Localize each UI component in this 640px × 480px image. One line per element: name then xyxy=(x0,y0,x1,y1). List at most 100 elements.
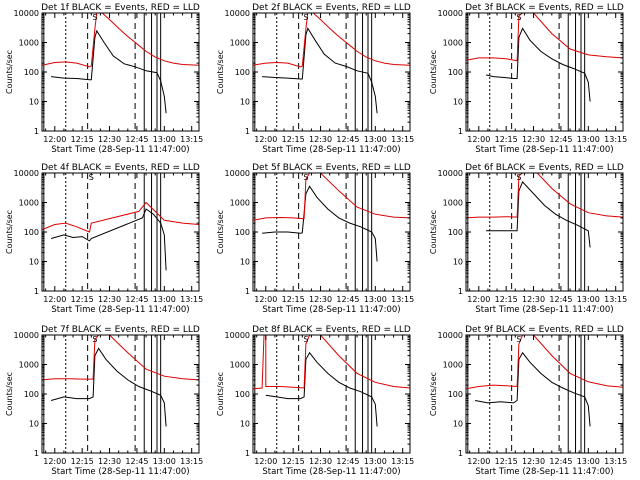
marker-label: S xyxy=(92,13,97,22)
y-axis-label: Counts/sec xyxy=(429,372,438,416)
x-tick-label: 13:15 xyxy=(180,295,203,304)
x-tick-label: 12:15 xyxy=(282,135,305,144)
x-tick-label: 12:00 xyxy=(254,295,277,304)
y-tick-label: 1 xyxy=(458,449,463,458)
marker-label: S xyxy=(303,13,308,22)
series-line-lld xyxy=(253,335,410,390)
x-tick-label: 13:00 xyxy=(577,457,600,466)
x-tick-label: 12:45 xyxy=(549,135,572,144)
panel-6: 1 10 100 1000 10000 12:00 12:15 12:30 12:45 13:00… xyxy=(429,163,627,315)
x-axis-label: Start Time (28-Sep-11 11:47:00) xyxy=(51,467,189,477)
y-tick-label: 10 xyxy=(29,420,39,429)
marker-label: S xyxy=(89,173,94,182)
x-tick-label: 12:30 xyxy=(522,295,545,304)
x-tick-label: 12:00 xyxy=(467,135,490,144)
x-tick-label: 12:00 xyxy=(467,457,490,466)
x-tick-label: 12:45 xyxy=(549,457,572,466)
x-tick-label: 12:15 xyxy=(282,295,305,304)
y-tick-label: 1000 xyxy=(19,361,39,370)
y-tick-label: 10000 xyxy=(225,9,250,18)
y-tick-label: 1000 xyxy=(443,199,463,208)
marker-label: S xyxy=(516,13,521,22)
y-tick-label: 10 xyxy=(29,258,39,267)
x-tick-label: 12:45 xyxy=(336,135,359,144)
panel-title: Det 9f BLACK = Events, RED = LLD xyxy=(465,325,624,335)
y-tick-label: 1 xyxy=(458,127,463,136)
y-tick-label: 1 xyxy=(245,287,250,296)
y-tick-label: 1000 xyxy=(230,199,250,208)
series-line-lld xyxy=(42,201,199,233)
series-line-events xyxy=(50,347,167,427)
x-tick-label: 12:30 xyxy=(309,457,332,466)
y-tick-label: 10 xyxy=(240,98,250,107)
y-tick-label: 10 xyxy=(453,420,463,429)
marker-label: S xyxy=(516,173,521,182)
series-line-lld xyxy=(253,13,410,68)
x-tick-label: 13:15 xyxy=(180,457,203,466)
panel-7: 1 10 100 1000 10000 12:00 12:15 12:30 12:45 13:00… xyxy=(5,325,203,477)
y-axis-label: Counts/sec xyxy=(5,210,14,254)
y-tick-label: 10 xyxy=(453,98,463,107)
y-tick-label: 100 xyxy=(448,228,463,237)
panel-title: Det 6f BLACK = Events, RED = LLD xyxy=(465,163,624,173)
series-line-events xyxy=(485,27,591,102)
panel-2: 1 10 100 1000 10000 12:00 12:15 12:30 12:45 13:00… xyxy=(216,3,414,155)
y-axis-label: Counts/sec xyxy=(5,372,14,416)
panel-title: Det 8f BLACK = Events, RED = LLD xyxy=(252,325,411,335)
series-line-lld xyxy=(253,173,410,221)
y-tick-label: 1 xyxy=(34,449,39,458)
x-tick-label: 13:15 xyxy=(604,135,627,144)
x-tick-label: 12:00 xyxy=(43,457,66,466)
x-axis-label: Start Time (28-Sep-11 11:47:00) xyxy=(475,305,613,315)
y-tick-label: 10000 xyxy=(225,169,250,178)
y-axis-label: Counts/sec xyxy=(216,210,225,254)
y-tick-label: 10 xyxy=(29,98,39,107)
x-tick-label: 13:00 xyxy=(153,295,176,304)
panel-title: Det 2f BLACK = Events, RED = LLD xyxy=(252,3,411,13)
y-tick-label: 1 xyxy=(458,287,463,296)
y-tick-label: 1 xyxy=(245,127,250,136)
y-tick-label: 10000 xyxy=(14,169,39,178)
x-tick-label: 12:15 xyxy=(71,457,94,466)
series-line-lld xyxy=(42,13,199,68)
y-axis-label: Counts/sec xyxy=(216,50,225,94)
marker-label: S xyxy=(303,335,308,344)
x-tick-label: 12:30 xyxy=(98,295,121,304)
x-tick-label: 13:15 xyxy=(391,135,414,144)
y-tick-label: 1000 xyxy=(19,39,39,48)
x-tick-label: 12:45 xyxy=(549,295,572,304)
panel-title: Det 1f BLACK = Events, RED = LLD xyxy=(41,3,200,13)
x-tick-label: 12:00 xyxy=(43,135,66,144)
y-tick-label: 10000 xyxy=(438,169,463,178)
x-tick-label: 13:00 xyxy=(577,135,600,144)
x-tick-label: 12:30 xyxy=(522,457,545,466)
y-tick-label: 100 xyxy=(235,68,250,77)
x-tick-label: 12:30 xyxy=(98,135,121,144)
marker-label: S xyxy=(92,335,97,344)
series-line-lld xyxy=(466,335,623,390)
x-tick-label: 12:30 xyxy=(98,457,121,466)
x-tick-label: 13:00 xyxy=(364,135,387,144)
x-tick-label: 12:30 xyxy=(309,295,332,304)
x-tick-label: 12:45 xyxy=(125,135,148,144)
y-tick-label: 100 xyxy=(448,390,463,399)
x-tick-label: 13:00 xyxy=(577,295,600,304)
x-tick-label: 12:15 xyxy=(71,295,94,304)
panel-5: 1 10 100 1000 10000 12:00 12:15 12:30 12:45 13:00… xyxy=(216,163,414,315)
y-axis-label: Counts/sec xyxy=(429,50,438,94)
series-line-events xyxy=(50,208,167,271)
y-axis-label: Counts/sec xyxy=(5,50,14,94)
series-line-events xyxy=(486,180,591,248)
x-tick-label: 13:15 xyxy=(604,295,627,304)
y-tick-label: 10000 xyxy=(438,331,463,340)
y-tick-label: 100 xyxy=(24,68,39,77)
marker-label: S xyxy=(516,335,521,344)
y-tick-label: 1000 xyxy=(443,361,463,370)
x-tick-label: 12:00 xyxy=(467,295,490,304)
x-axis-label: Start Time (28-Sep-11 11:47:00) xyxy=(262,305,400,315)
y-axis-label: Counts/sec xyxy=(429,210,438,254)
y-tick-label: 1 xyxy=(34,287,39,296)
y-tick-label: 100 xyxy=(24,390,39,399)
y-tick-label: 100 xyxy=(235,228,250,237)
panel-title: Det 4f BLACK = Events, RED = LLD xyxy=(41,163,200,173)
